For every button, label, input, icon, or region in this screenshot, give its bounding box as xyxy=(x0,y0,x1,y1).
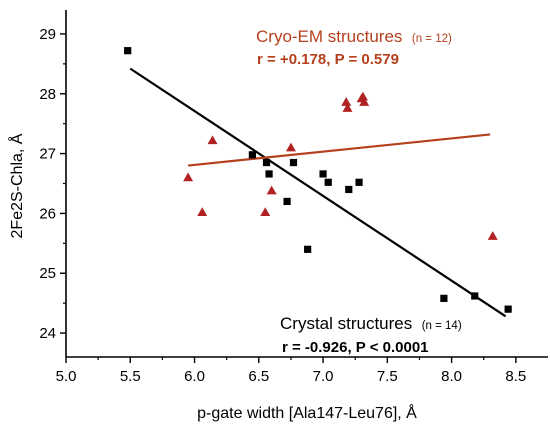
crystal-point xyxy=(304,245,312,253)
cryo-point xyxy=(183,172,194,182)
x-tick-label: 7.5 xyxy=(377,368,398,385)
cryo-point xyxy=(341,97,352,106)
y-tick-label: 26 xyxy=(39,205,56,222)
cryo-point xyxy=(356,93,367,103)
crystal-point xyxy=(265,170,273,178)
crystal-stat: r = -0.926, P < 0.0001 xyxy=(282,339,429,356)
crystal-point xyxy=(440,294,448,302)
x-tick-label: 6.0 xyxy=(184,368,205,385)
y-tick-label: 27 xyxy=(39,146,56,163)
cryo-point xyxy=(342,103,353,112)
y-axis-title: 2Fe2S-Chla, Å xyxy=(7,133,26,238)
crystal-point xyxy=(471,292,479,300)
crystal-point xyxy=(283,197,291,206)
cryo-point xyxy=(487,231,498,240)
y-tick-label: 24 xyxy=(39,325,56,342)
crystal-annotation-title: Crystal structures (n = 14) xyxy=(280,314,462,333)
cryo-point xyxy=(260,207,271,216)
x-tick-label: 5.0 xyxy=(56,368,77,385)
crystal-point xyxy=(355,178,363,186)
crystal-fit-line xyxy=(129,67,507,318)
crystal-point xyxy=(319,170,327,178)
crystal-n: (n = 14) xyxy=(422,320,462,332)
cryo-title: Cryo-EM structures xyxy=(256,27,402,46)
cryo-point xyxy=(285,142,296,152)
crystal-point xyxy=(124,47,132,55)
x-tick-label: 8.0 xyxy=(441,368,462,385)
x-tick-label: 5.5 xyxy=(120,368,141,385)
x-tick-label: 8.5 xyxy=(505,368,526,385)
crystal-point xyxy=(504,305,512,313)
crystal-point xyxy=(248,151,256,159)
fit-lines xyxy=(129,67,507,318)
y-tick-label: 29 xyxy=(39,26,56,43)
cryo-point xyxy=(207,135,218,145)
crystal-point xyxy=(345,185,353,194)
cryo-point xyxy=(197,207,208,216)
x-tick-label: 6.5 xyxy=(248,368,269,385)
cryo-fit-line xyxy=(187,133,491,167)
x-tick-label: 7.0 xyxy=(313,368,334,385)
x-axis-title: p-gate width [Ala147-Leu76], Å xyxy=(197,403,417,422)
data-points xyxy=(124,47,512,313)
ticks: 5.0 5.5 6.0 6.5 7.0 7.5 8.0 8.5 24 25 26 27 28 29 xyxy=(39,26,526,385)
crystal-point xyxy=(324,178,332,186)
cryo-n: (n = 12) xyxy=(412,33,452,45)
cryo-point xyxy=(266,185,277,195)
crystal-point xyxy=(262,158,271,167)
crystal-point xyxy=(289,158,298,167)
crystal-title: Crystal structures xyxy=(280,314,412,333)
y-tick-label: 28 xyxy=(39,86,56,103)
cryo-annotation-title: Cryo-EM structures (n = 12) xyxy=(256,27,452,46)
cryo-stat: r = +0.178, P = 0.579 xyxy=(257,51,399,68)
y-tick-label: 25 xyxy=(39,265,56,282)
